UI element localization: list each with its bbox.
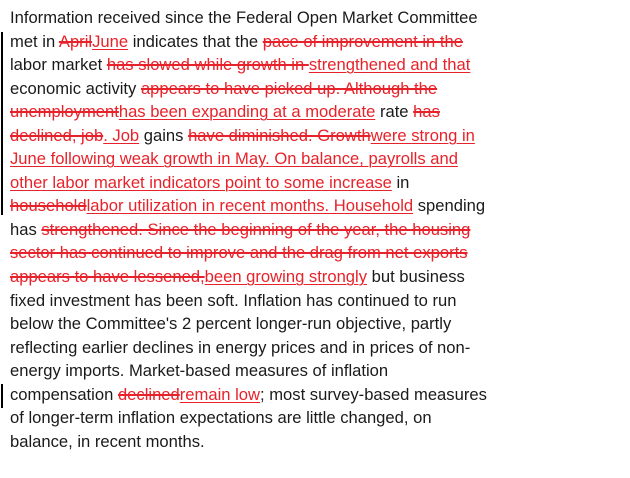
text-line: has strengthened. Since the beginning of…	[10, 218, 620, 242]
fomc-statement-redline: Information received since the Federal O…	[10, 6, 620, 453]
body-text: economic activity	[10, 78, 141, 98]
inserted-text: . Job	[103, 125, 140, 145]
text-line: balance, in recent months.	[10, 430, 620, 454]
body-text: balance, in recent months.	[10, 431, 205, 451]
deleted-text: appears to have lessened,	[10, 267, 205, 287]
deleted-text: has	[413, 102, 440, 122]
deleted-text: sector has continued to improve and the …	[10, 243, 468, 263]
body-text: energy imports. Market-based measures of…	[10, 361, 389, 381]
body-text: spending	[413, 196, 486, 216]
body-text: ; most survey-based measures	[260, 384, 487, 404]
deleted-text: appears to have picked up. Although the	[140, 78, 438, 98]
body-text: of longer-term inflation expectations ar…	[10, 408, 432, 428]
deleted-text: declined	[117, 384, 180, 404]
body-text: gains	[139, 125, 189, 145]
deleted-text: has slowed while growth in	[106, 55, 309, 75]
deleted-text: declined, job	[10, 125, 104, 145]
body-text: in	[391, 172, 410, 192]
deleted-text: household	[10, 196, 87, 216]
inserted-text: been growing strongly	[204, 267, 368, 287]
text-line: economic activity appears to have picked…	[10, 77, 620, 101]
text-line: unemploymenthas been expanding at a mode…	[10, 100, 620, 124]
body-text: labor market	[10, 55, 107, 75]
deleted-text: pace of improvement in the	[262, 31, 463, 51]
text-line: fixed investment has been soft. Inflatio…	[10, 289, 620, 313]
text-line: reflecting earlier declines in energy pr…	[10, 336, 620, 360]
inserted-text: labor utilization in recent months. Hous…	[86, 196, 414, 216]
body-text: reflecting earlier declines in energy pr…	[10, 337, 471, 357]
inserted-text: were strong in	[370, 125, 475, 145]
deleted-text: strengthened. Since the beginning of the…	[41, 219, 471, 239]
deleted-text: have diminished. Growth	[188, 125, 371, 145]
body-text: compensation	[10, 384, 118, 404]
body-text: fixed investment has been soft. Inflatio…	[10, 290, 457, 310]
body-text: Information received since the Federal O…	[10, 8, 478, 27]
text-line: energy imports. Market-based measures of…	[10, 359, 620, 383]
inserted-text: strengthened and that	[308, 55, 471, 75]
change-bar	[1, 32, 3, 215]
text-line: other labor market indicators point to s…	[10, 171, 620, 195]
body-text: but business	[367, 267, 465, 287]
text-line: compensation declinedremain low; most su…	[10, 383, 620, 407]
text-line: Information received since the Federal O…	[10, 6, 620, 30]
body-text: rate	[375, 102, 414, 122]
text-line: appears to have lessened,been growing st…	[10, 265, 620, 289]
inserted-text: remain low	[179, 384, 260, 404]
inserted-text: June	[92, 31, 129, 51]
text-line: householdlabor utilization in recent mon…	[10, 194, 620, 218]
text-line: below the Committee's 2 percent longer-r…	[10, 312, 620, 336]
body-text: indicates that the	[128, 31, 263, 51]
body-text: below the Committee's 2 percent longer-r…	[10, 314, 452, 334]
text-line: June following weak growth in May. On ba…	[10, 147, 620, 171]
deleted-text: unemployment	[10, 102, 119, 122]
text-line: met in AprilJune indicates that the pace…	[10, 30, 620, 54]
inserted-text: June following weak growth in May. On ba…	[10, 149, 458, 169]
text-line: sector has continued to improve and the …	[10, 241, 620, 265]
text-line: labor market has slowed while growth in …	[10, 53, 620, 77]
text-line: of longer-term inflation expectations ar…	[10, 406, 620, 430]
change-bar	[1, 384, 3, 408]
body-text: has	[10, 219, 42, 239]
text-line: declined, job. Job gains have diminished…	[10, 124, 620, 148]
inserted-text: has been expanding at a moderate	[118, 102, 376, 122]
inserted-text: other labor market indicators point to s…	[10, 172, 392, 192]
deleted-text: April	[58, 31, 93, 51]
body-text: met in	[10, 31, 59, 51]
